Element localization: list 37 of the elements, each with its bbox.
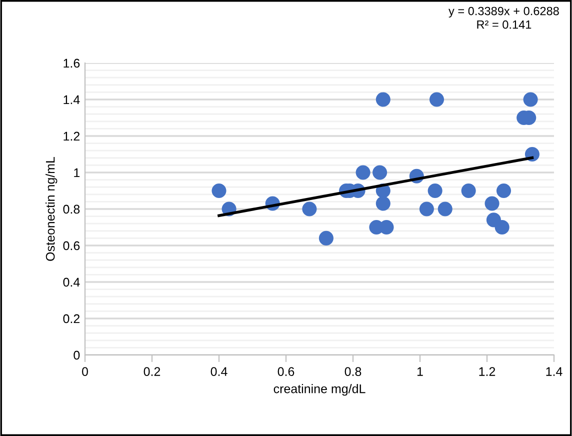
x-tick-label: 0.6 <box>278 367 294 376</box>
y-tick-label: 0.8 <box>63 204 80 214</box>
x-axis-title: creatinine mg/dL <box>274 384 366 396</box>
y-tick-label: 1.4 <box>64 95 80 104</box>
point <box>356 165 370 180</box>
x-tick-label: 1.4 <box>546 367 562 376</box>
y-axis-title: Osteonectin ng/mL <box>46 156 58 261</box>
point <box>318 230 334 246</box>
point <box>376 196 390 211</box>
text: R² = 0.141 <box>477 20 532 29</box>
point <box>484 196 500 211</box>
y-tick-label: 0 <box>74 350 80 360</box>
x-tick-label: 0.2 <box>144 367 160 376</box>
y-tick-label: 1 <box>74 168 80 178</box>
x-tick-label: 1 <box>417 367 423 376</box>
text: y = 0.3389x + 0.6288 <box>448 6 559 18</box>
point <box>494 220 510 235</box>
point <box>429 92 444 107</box>
x-tick-label: 1.2 <box>479 367 496 376</box>
x-tick-label: 0.8 <box>344 367 362 376</box>
point <box>376 92 390 107</box>
y-tick-label: 0.2 <box>63 314 80 324</box>
point <box>372 165 388 180</box>
y-tick-label: 0.6 <box>63 241 80 250</box>
y-tick-label: 1.6 <box>64 58 80 68</box>
x-tick-label: 0.4 <box>210 367 228 376</box>
point <box>523 92 538 107</box>
point <box>496 183 512 198</box>
point <box>419 202 434 216</box>
x-tick-label: 0 <box>82 367 88 376</box>
point <box>438 202 452 216</box>
y-tick-label: 0.4 <box>63 278 80 287</box>
y-tick-label: 1.2 <box>64 132 80 141</box>
point <box>428 183 442 198</box>
point <box>212 183 226 198</box>
point <box>302 202 317 216</box>
point <box>461 183 476 198</box>
